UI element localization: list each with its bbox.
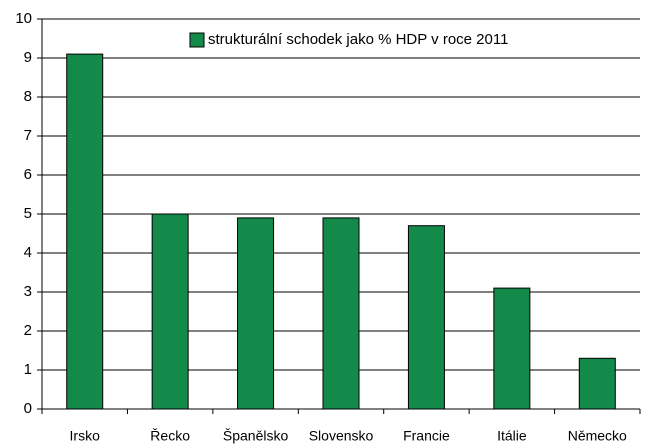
- y-tick-label: 0: [24, 400, 32, 417]
- y-tick-label: 1: [24, 361, 32, 378]
- x-tick-label: Řecko: [150, 428, 190, 444]
- y-tick-label: 10: [15, 10, 32, 27]
- x-tick-label: Itálie: [497, 428, 527, 444]
- bar: [237, 217, 275, 410]
- y-tick-label: 2: [24, 322, 32, 339]
- x-tick-label: Slovensko: [309, 428, 374, 444]
- y-tick-label: 8: [24, 88, 32, 105]
- y-tick-label: 5: [24, 205, 32, 222]
- y-tick-label: 3: [24, 283, 32, 300]
- y-tick-label: 4: [24, 244, 32, 261]
- x-tick-label: Španělsko: [223, 428, 289, 444]
- y-tick-label: 7: [24, 127, 32, 144]
- legend-label: strukturální schodek jako % HDP v roce 2…: [208, 31, 508, 48]
- bar: [151, 213, 189, 410]
- legend-swatch: [189, 32, 205, 48]
- y-tick-label: 6: [24, 166, 32, 183]
- x-tick-label: Německo: [568, 428, 627, 444]
- bar: [407, 225, 445, 410]
- x-tick-label: Irsko: [70, 428, 101, 444]
- bar: [322, 217, 360, 410]
- bar: [493, 287, 531, 410]
- bar: [578, 357, 616, 410]
- bar: [66, 53, 104, 410]
- y-tick-label: 9: [24, 49, 32, 66]
- x-tick-label: Francie: [403, 428, 450, 444]
